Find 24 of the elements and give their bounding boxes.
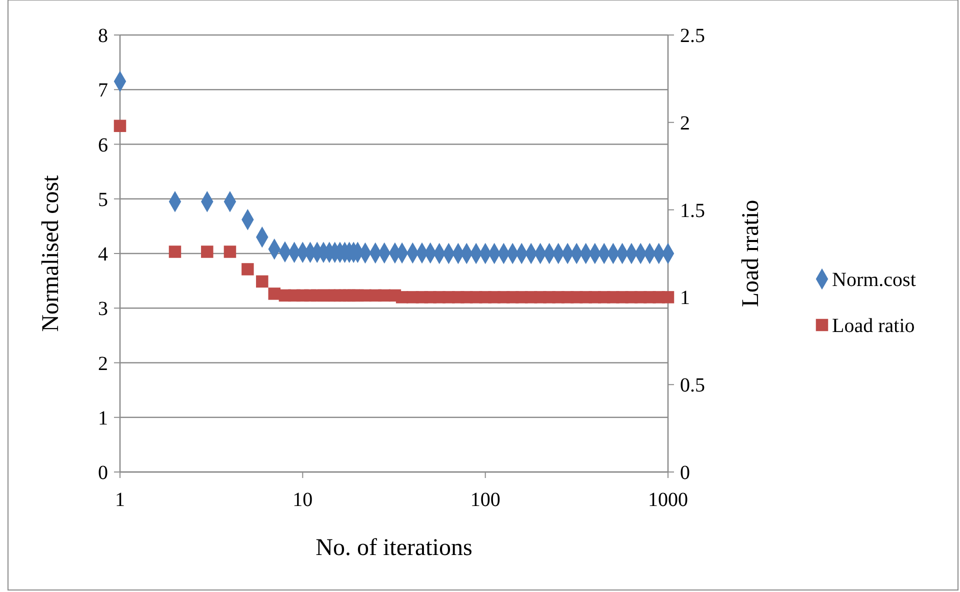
y-tick-label: 5 [98, 188, 108, 211]
y2-tick-label: 2.5 [680, 25, 705, 47]
y-tick-label: 2 [98, 352, 108, 375]
x-tick-label: 100 [470, 489, 500, 511]
y2-axis-title: Load rratio [738, 200, 764, 308]
y2-tick-label: 0 [680, 462, 690, 484]
y-axis-title: Normalised cost [38, 174, 64, 332]
y2-tick-label: 1.5 [680, 200, 705, 222]
y2-tick-label: 0.5 [680, 374, 705, 397]
y-tick-label: 7 [98, 80, 108, 102]
x-tick-label: 10 [292, 489, 313, 511]
legend-label: Norm.cost [832, 269, 916, 291]
x-tick-label: 1 [115, 489, 125, 511]
y-tick-label: 8 [98, 25, 108, 47]
y2-tick-label: 1 [680, 287, 690, 310]
y-tick-label: 3 [98, 298, 108, 320]
y-tick-label: 6 [98, 134, 108, 156]
y2-tick-label: 2 [680, 112, 690, 134]
y-tick-label: 0 [98, 462, 108, 484]
x-axis-title: No. of iterations [316, 535, 472, 561]
y-tick-label: 1 [98, 407, 108, 430]
legend-label: Load ratio [832, 315, 915, 337]
y-tick-label: 4 [98, 244, 108, 266]
x-tick-label: 1000 [648, 489, 688, 511]
